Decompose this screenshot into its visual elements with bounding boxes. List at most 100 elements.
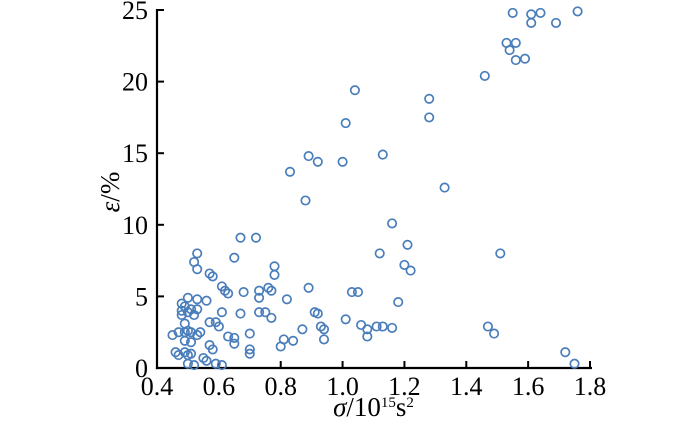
x-tick-label: 1.6 <box>512 372 545 401</box>
data-point <box>424 93 435 104</box>
data-point <box>560 347 571 358</box>
data-point <box>250 232 262 243</box>
data-point <box>176 309 187 321</box>
data-point <box>192 294 203 305</box>
y-tick-label: 10 <box>122 211 148 240</box>
x-tick-label: 1.4 <box>450 372 483 401</box>
data-point <box>201 295 212 306</box>
data-point <box>318 324 330 335</box>
data-point <box>362 324 373 335</box>
data-point <box>204 268 215 279</box>
data-point <box>495 248 506 259</box>
data-point <box>510 37 521 48</box>
data-point <box>192 264 203 275</box>
data-point <box>266 285 277 296</box>
data-point <box>216 307 227 318</box>
data-point <box>223 331 234 342</box>
data-point <box>346 287 357 298</box>
data-point <box>374 248 385 259</box>
data-point <box>569 358 580 369</box>
data-point <box>535 7 546 18</box>
data-point <box>229 252 240 263</box>
data-point <box>439 182 450 193</box>
x-axis-label-unit: s <box>395 392 407 422</box>
data-point <box>198 352 209 364</box>
data-point <box>278 334 289 345</box>
data-point <box>173 350 184 361</box>
data-point <box>192 304 203 315</box>
data-point <box>189 309 200 321</box>
data-point <box>393 297 404 308</box>
y-tick-label: 15 <box>122 139 148 168</box>
data-point <box>340 314 351 325</box>
data-point <box>182 358 193 369</box>
data-point <box>192 248 203 259</box>
data-point <box>387 218 398 229</box>
x-tick-label: 1.2 <box>388 372 421 401</box>
data-point <box>179 347 190 358</box>
data-point <box>402 239 413 250</box>
x-tick-label: 0.8 <box>264 372 297 401</box>
data-point <box>489 328 500 339</box>
data-point <box>179 335 190 346</box>
data-point <box>244 344 255 355</box>
y-tick-label: 0 <box>135 354 148 383</box>
x-tick-label: 0.4 <box>141 372 174 401</box>
x-axis-label-base: /10 <box>346 392 381 422</box>
data-point <box>337 156 348 167</box>
data-point <box>192 330 203 341</box>
data-point <box>254 285 265 296</box>
data-point <box>284 166 296 177</box>
data-point <box>297 324 308 335</box>
data-point <box>405 265 416 276</box>
y-tick-label: 5 <box>135 282 148 311</box>
data-point <box>185 327 197 338</box>
y-axis-label: ε/% <box>70 152 150 232</box>
data-point <box>229 332 240 343</box>
data-point <box>300 195 311 206</box>
x-axis-label-sigma: σ <box>333 392 347 422</box>
data-point <box>185 337 197 348</box>
y-tick-label: 25 <box>122 0 148 25</box>
data-point <box>352 287 364 298</box>
data-point <box>210 358 221 369</box>
data-point <box>288 335 299 346</box>
x-axis-label: σ/1015s2 <box>157 392 590 423</box>
x-axis-label-exponent: 15 <box>380 395 396 411</box>
data-point <box>387 322 398 333</box>
data-point <box>526 17 537 28</box>
data-point <box>269 269 280 280</box>
data-point <box>185 304 197 315</box>
data-point <box>201 355 212 366</box>
data-point <box>244 348 255 359</box>
data-point <box>207 344 218 355</box>
data-point <box>254 292 265 303</box>
data-point <box>216 360 227 371</box>
data-point <box>362 331 373 342</box>
data-point <box>207 271 218 282</box>
data-point <box>263 282 274 293</box>
data-point <box>213 321 224 332</box>
data-point <box>371 321 382 332</box>
data-point <box>219 285 231 296</box>
y-axis-label-epsilon: ε <box>94 201 125 213</box>
y-tick-label: 20 <box>122 68 148 97</box>
data-point <box>182 307 193 318</box>
data-point <box>519 53 531 64</box>
data-point <box>229 338 240 349</box>
data-point <box>399 259 410 270</box>
data-point <box>238 287 249 298</box>
data-point <box>254 307 265 318</box>
data-point <box>189 360 200 371</box>
data-point <box>312 156 323 167</box>
data-point <box>312 308 323 319</box>
data-point <box>572 6 583 17</box>
data-point <box>204 317 215 328</box>
data-point <box>377 321 388 332</box>
data-point <box>424 112 435 123</box>
data-point <box>176 298 187 309</box>
data-point <box>260 307 271 318</box>
data-point <box>195 327 206 338</box>
data-point <box>377 149 388 160</box>
